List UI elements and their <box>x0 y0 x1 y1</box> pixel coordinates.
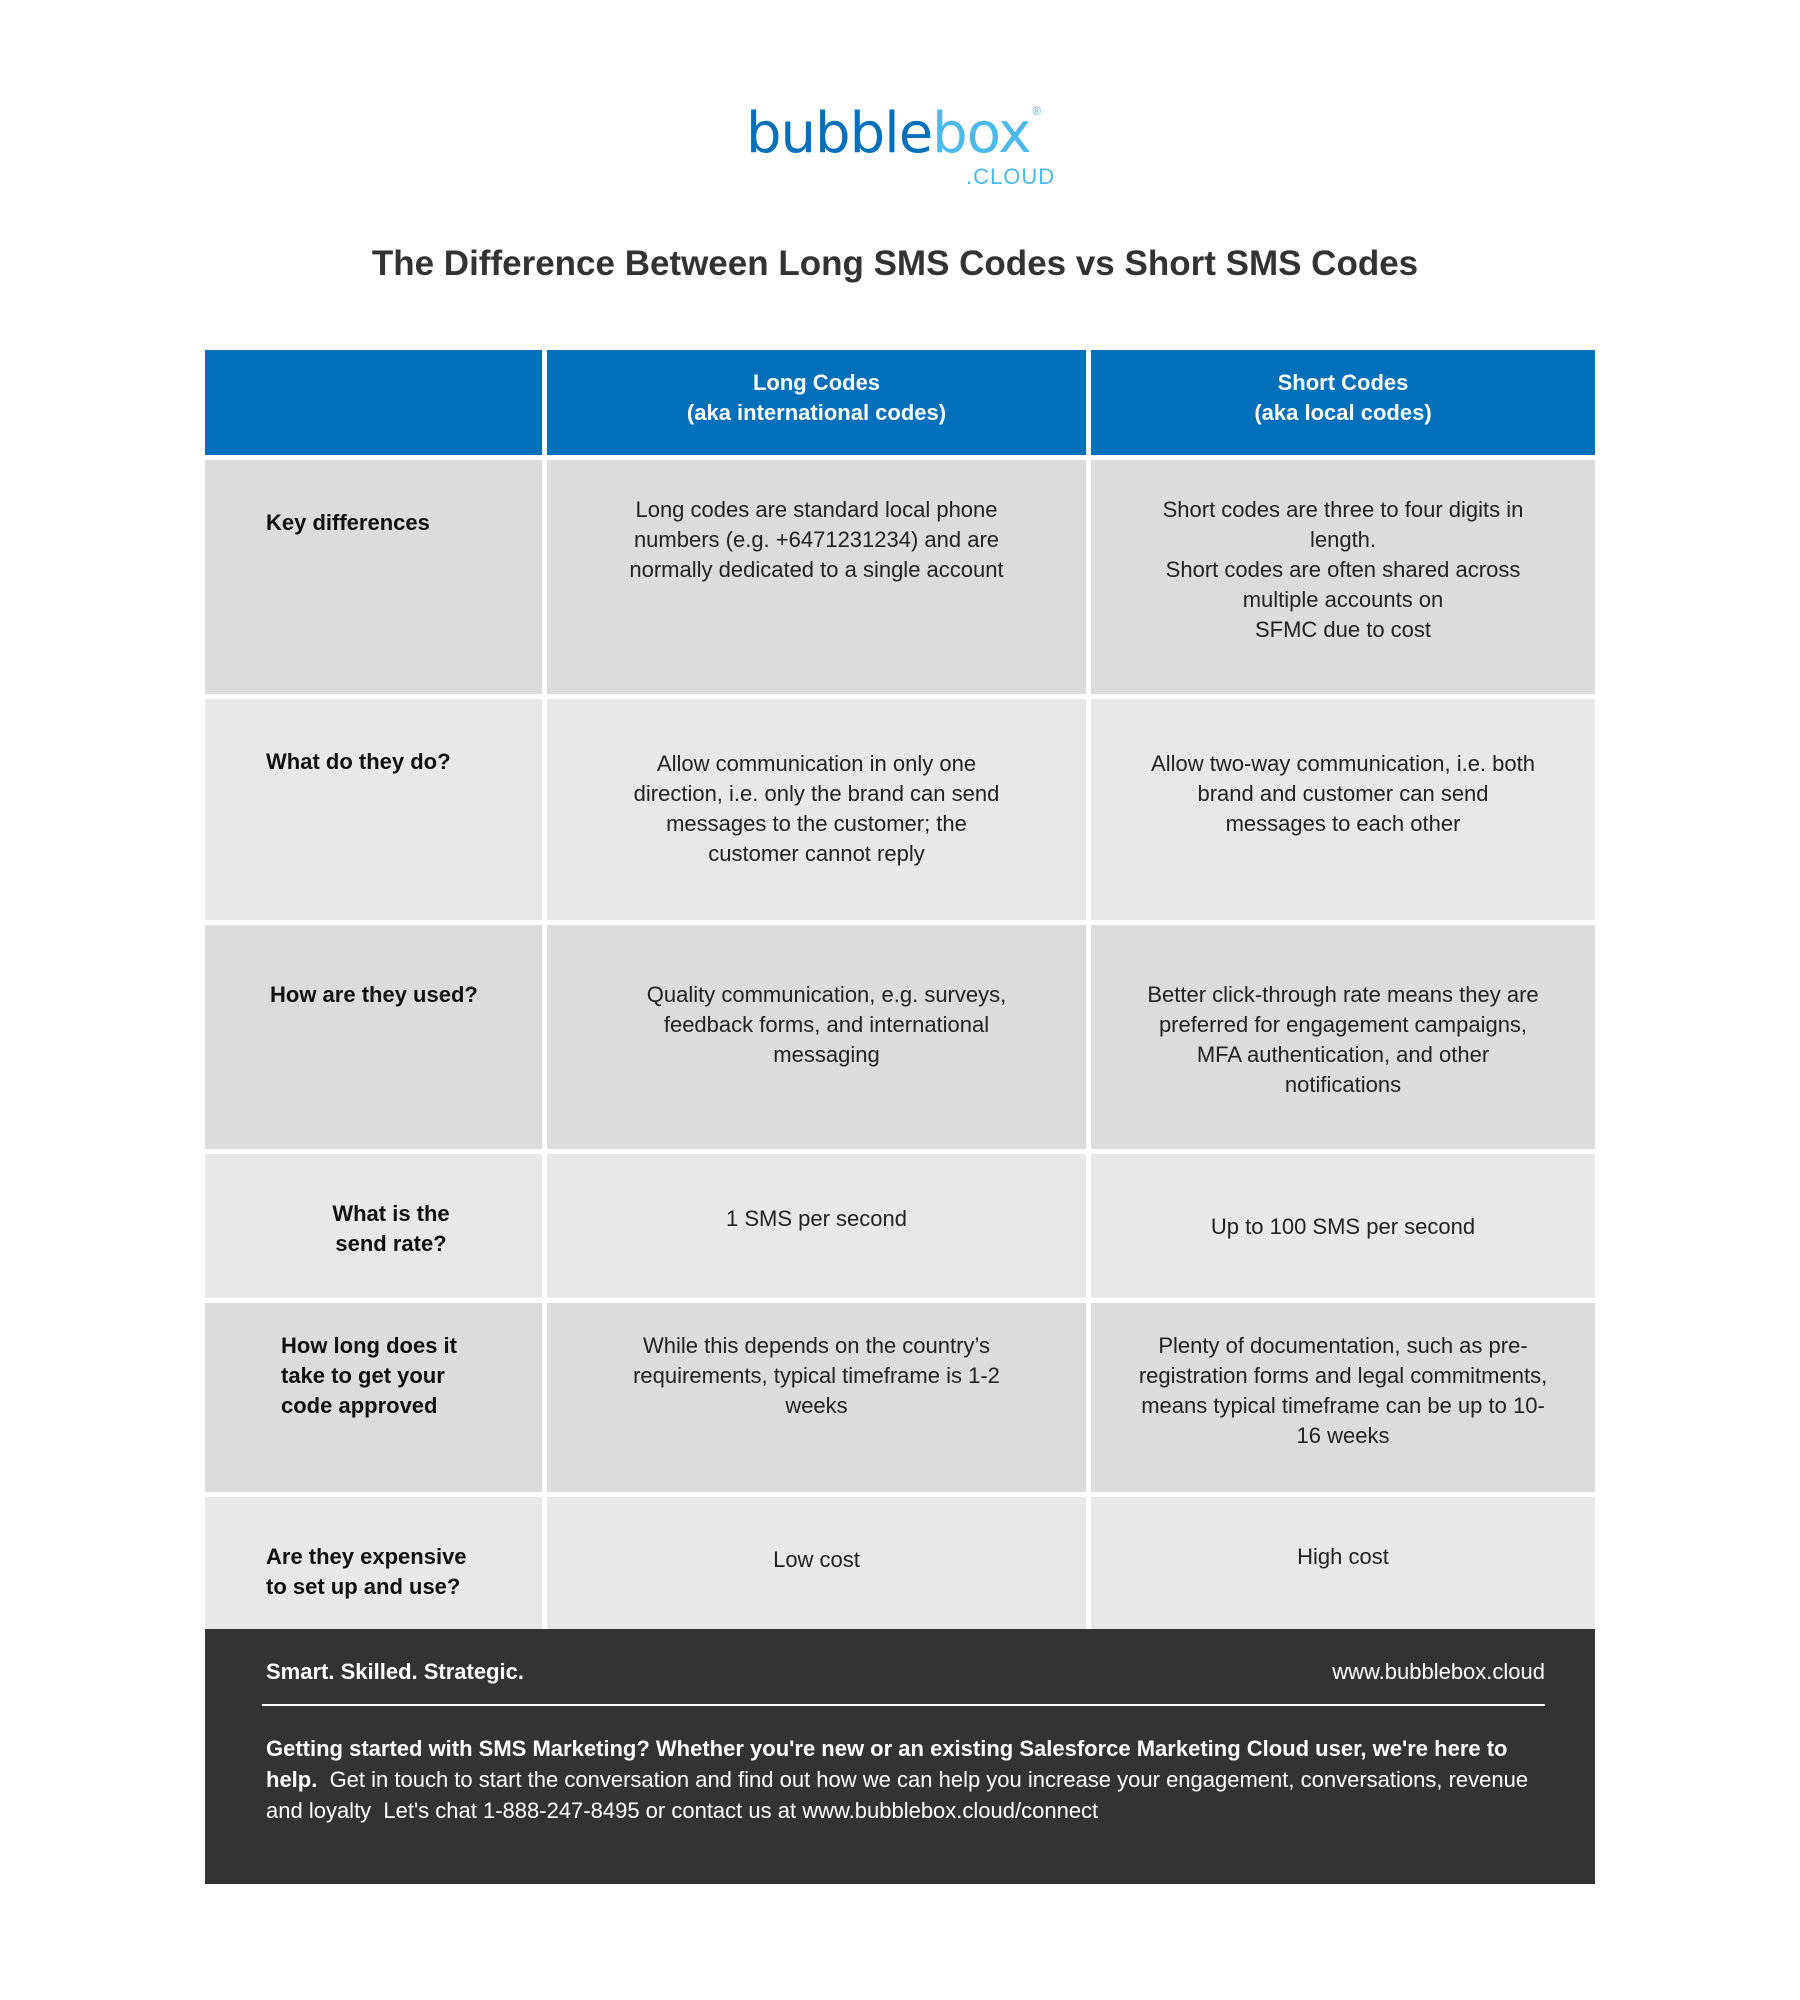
tagline: Smart. Skilled. Strategic. <box>266 1659 524 1684</box>
row-label: What do they do? <box>205 699 542 920</box>
header-short-codes: Short Codes (aka local codes) <box>1091 350 1595 455</box>
contact-bold-text: Getting started with SMS Marketing? Whet… <box>266 1736 1508 1792</box>
short-code-cell: Short codes are three to four digits in … <box>1091 460 1595 694</box>
registered-mark: ® <box>1032 104 1042 118</box>
page-title: The Difference Between Long SMS Codes vs… <box>371 244 1419 283</box>
logo-wordmark: bubblebox ® <box>746 104 1076 164</box>
short-code-cell: Up to 100 SMS per second <box>1091 1154 1595 1298</box>
table-row: Are they expensive to set up and use? Lo… <box>205 1497 1595 1634</box>
short-code-cell: Plenty of documentation, such as pre-reg… <box>1091 1303 1595 1492</box>
contact-text: Get in touch to start the conversation a… <box>266 1767 1535 1823</box>
header-long-codes: Long Codes (aka international codes) <box>547 350 1086 455</box>
divider <box>262 1704 1545 1706</box>
table-row: Key differences Long codes are standard … <box>205 460 1595 694</box>
website-link[interactable]: www.bubblebox.cloud <box>1332 1659 1545 1684</box>
table-row: How are they used? Quality communication… <box>205 925 1595 1149</box>
row-label: How are they used? <box>205 925 542 1149</box>
table-row: What is the send rate? 1 SMS per second … <box>205 1154 1595 1298</box>
row-label: Key differences <box>205 460 542 694</box>
short-code-cell: Better click-through rate means they are… <box>1091 925 1595 1149</box>
logo-suffix: .CLOUD <box>966 164 1056 189</box>
long-code-cell: While this depends on the country’s requ… <box>547 1303 1086 1492</box>
short-code-cell: Allow two-way communication, i.e. both b… <box>1091 699 1595 920</box>
logo-text-box: box <box>932 101 1031 166</box>
long-code-cell: 1 SMS per second <box>547 1154 1086 1298</box>
footer: Smart. Skilled. Strategic. www.bubblebox… <box>205 1629 1595 1884</box>
contact-paragraph: Getting started with SMS Marketing? Whet… <box>266 1733 1555 1826</box>
table-row: How long does it take to get your code a… <box>205 1303 1595 1492</box>
bubblebox-logo: bubblebox ® .CLOUD <box>746 104 1076 190</box>
long-code-cell: Allow communication in only one directio… <box>547 699 1086 920</box>
table-row: What do they do? Allow communication in … <box>205 699 1595 920</box>
long-code-cell: Quality communication, e.g. surveys, fee… <box>547 925 1086 1149</box>
logo-text-bubble: bubble <box>746 101 933 166</box>
long-code-cell: Low cost <box>547 1497 1086 1634</box>
row-label: Are they expensive to set up and use? <box>205 1497 542 1634</box>
short-code-cell: High cost <box>1091 1497 1595 1634</box>
long-code-cell: Long codes are standard local phone numb… <box>547 460 1086 694</box>
comparison-table: Long Codes (aka international codes) Sho… <box>205 350 1595 1634</box>
table-header: Long Codes (aka international codes) Sho… <box>205 350 1595 455</box>
header-empty <box>205 350 542 455</box>
row-label: What is the send rate? <box>205 1154 542 1298</box>
row-label: How long does it take to get your code a… <box>205 1303 542 1492</box>
